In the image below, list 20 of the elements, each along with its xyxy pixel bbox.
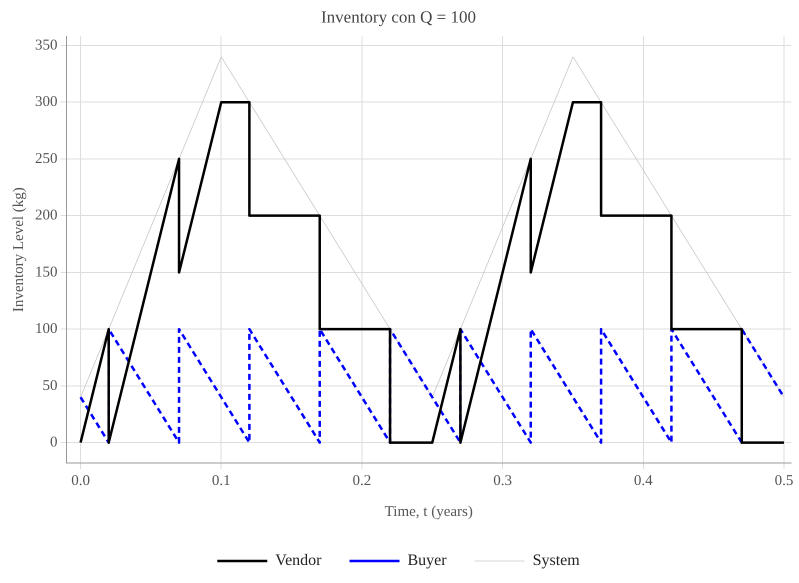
y-tick-label: 0 bbox=[50, 434, 58, 451]
y-tick-label: 100 bbox=[35, 321, 58, 338]
y-tick-label: 250 bbox=[35, 150, 58, 167]
x-tick-label: 0.1 bbox=[212, 472, 231, 489]
y-axis-title: Inventory Level (kg) bbox=[10, 187, 27, 312]
y-tick-label: 300 bbox=[35, 94, 58, 110]
chart-title: Inventory con Q = 100 bbox=[320, 8, 476, 27]
x-tick-label: 0.2 bbox=[352, 472, 372, 489]
legend-label: Vendor bbox=[275, 552, 322, 570]
x-tick-label: 0.0 bbox=[71, 472, 90, 489]
legend-label: System bbox=[532, 552, 580, 570]
y-tick-label: 50 bbox=[42, 378, 58, 394]
y-tick-label: 200 bbox=[35, 208, 58, 224]
x-tick-label: 0.5 bbox=[774, 472, 794, 489]
x-tick-label: 0.4 bbox=[634, 472, 654, 489]
y-tick-label: 150 bbox=[35, 264, 58, 280]
legend-label: Buyer bbox=[407, 552, 448, 570]
x-tick-label: 0.3 bbox=[493, 472, 512, 489]
y-tick-label: 350 bbox=[35, 37, 58, 54]
x-axis-title: Time, t (years) bbox=[384, 504, 473, 520]
